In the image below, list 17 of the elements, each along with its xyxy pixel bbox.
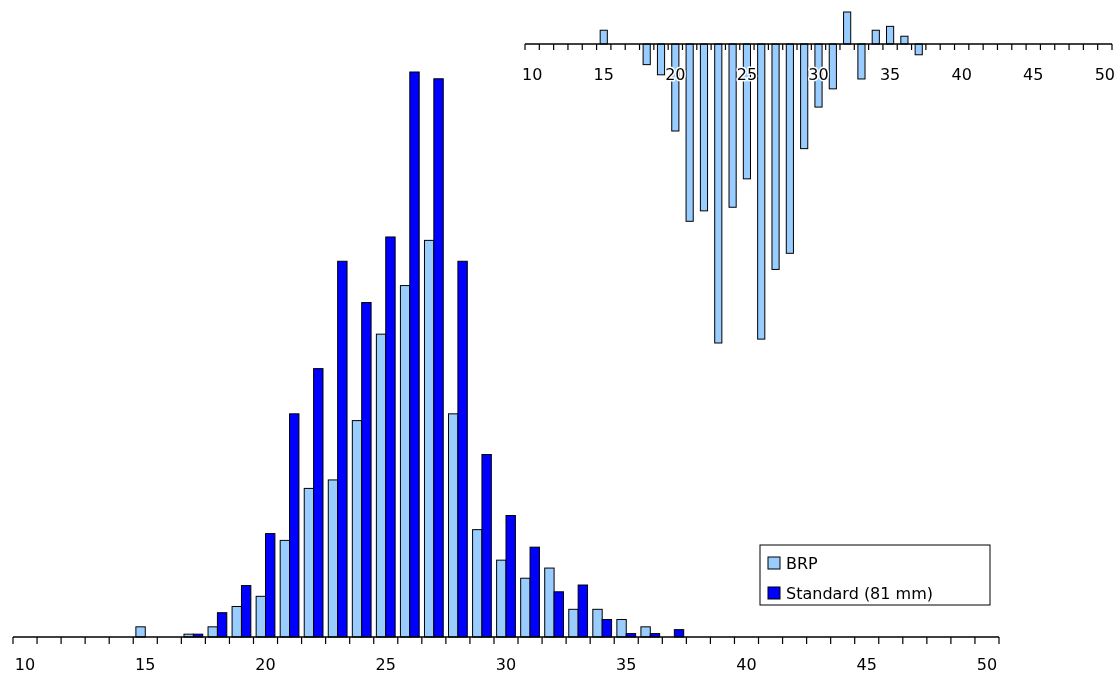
x-tick-label: 35 <box>879 65 901 84</box>
x-tick-label: 15 <box>135 655 156 674</box>
x-tick-label: 20 <box>255 655 276 674</box>
x-tick-label: 10 <box>521 65 543 84</box>
x-tick-label: 45 <box>856 655 877 674</box>
x-tick-label: 50 <box>976 655 998 674</box>
legend-label: Standard (81 mm) <box>786 584 933 603</box>
x-tick-label: 50 <box>1094 65 1116 84</box>
legend-label: BRP <box>786 554 819 573</box>
x-tick-label: 40 <box>951 65 972 84</box>
x-tick-label: 40 <box>736 655 757 674</box>
x-tick-label: 45 <box>1023 65 1044 84</box>
x-tick-label: 30 <box>495 655 517 674</box>
x-tick-label: 15 <box>593 65 614 84</box>
x-tick-label: 25 <box>375 655 396 674</box>
x-tick-label: 10 <box>14 655 36 674</box>
x-tick-label: 35 <box>616 655 637 674</box>
